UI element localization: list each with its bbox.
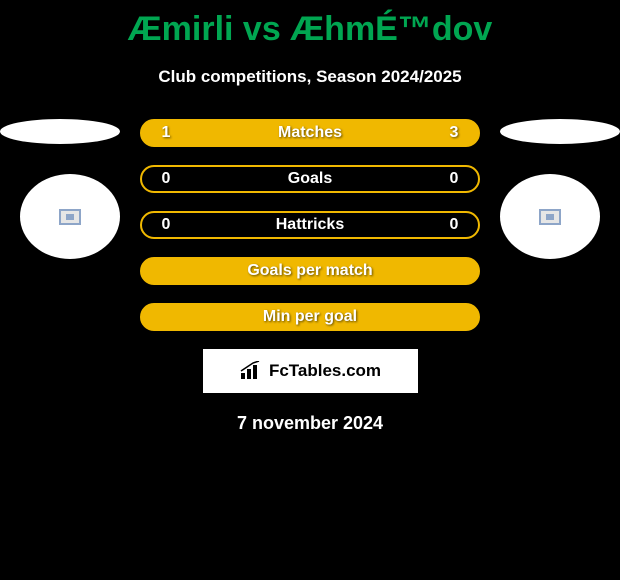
stat-label: Hattricks	[178, 216, 442, 234]
page-title: Æmirli vs ÆhmÉ™dov	[0, 0, 620, 49]
ellipse-shape	[500, 119, 620, 144]
stat-label: Goals per match	[178, 262, 442, 280]
stat-left-value: 1	[154, 124, 178, 142]
stat-row-goals-per-match: Goals per match	[140, 257, 480, 285]
stat-right-value: 3	[442, 124, 466, 142]
ellipse-shape	[0, 119, 120, 144]
stat-label: Goals	[178, 170, 442, 188]
stat-right-value: 0	[442, 216, 466, 234]
player-left-decor	[0, 119, 120, 279]
stat-label: Min per goal	[178, 308, 442, 326]
brand-label: FcTables.com	[269, 361, 381, 381]
stat-label: Matches	[178, 124, 442, 142]
stat-row-min-per-goal: Min per goal	[140, 303, 480, 331]
page-subtitle: Club competitions, Season 2024/2025	[0, 67, 620, 87]
stat-row-hattricks: 0 Hattricks 0	[140, 211, 480, 239]
player-left-badge	[20, 174, 120, 259]
brand-box: FcTables.com	[203, 349, 418, 393]
stats-list: 1 Matches 3 0 Goals 0 0 Hattricks 0 Goal…	[140, 119, 480, 331]
stat-left-value: 0	[154, 170, 178, 188]
stat-row-matches: 1 Matches 3	[140, 119, 480, 147]
flag-icon	[539, 209, 561, 225]
flag-icon	[59, 209, 81, 225]
comparison-content: 1 Matches 3 0 Goals 0 0 Hattricks 0 Goal…	[0, 119, 620, 434]
stat-right-value: 0	[442, 170, 466, 188]
flag-inner	[546, 214, 554, 220]
stat-row-goals: 0 Goals 0	[140, 165, 480, 193]
date-label: 7 november 2024	[0, 413, 620, 434]
chart-bar-icon	[239, 361, 263, 381]
flag-inner	[66, 214, 74, 220]
player-right-badge	[500, 174, 600, 259]
player-right-decor	[500, 119, 620, 279]
stat-left-value: 0	[154, 216, 178, 234]
